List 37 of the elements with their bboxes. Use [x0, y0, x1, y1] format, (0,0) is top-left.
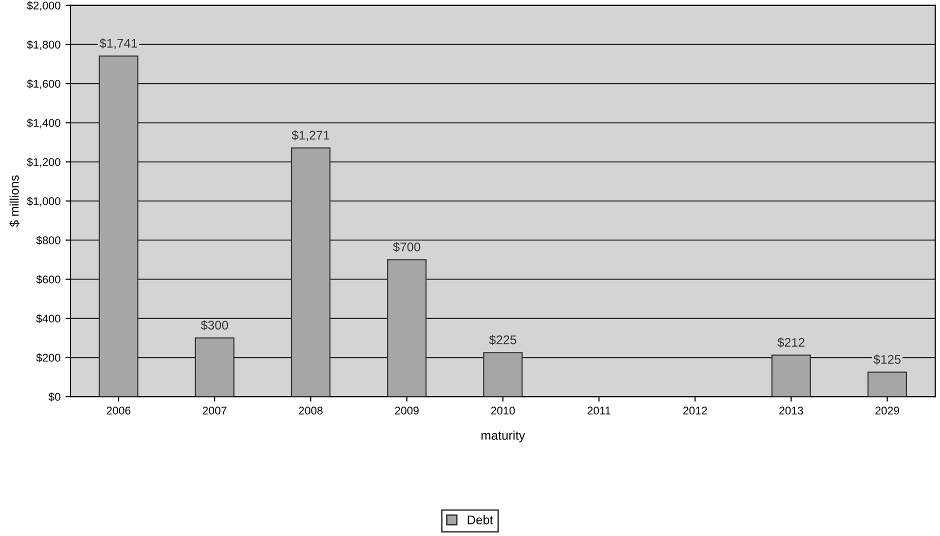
legend-label: Debt — [468, 515, 494, 524]
bar — [98, 55, 138, 397]
bar — [387, 259, 427, 397]
y-tick-label: $1,600 — [26, 79, 60, 90]
data-label: $225 — [489, 334, 516, 346]
bar — [867, 372, 908, 397]
x-tick-label: 2008 — [298, 406, 323, 415]
x-tick-label: 2012 — [683, 406, 707, 415]
bar — [290, 147, 330, 397]
y-tick-label: $0 — [48, 392, 60, 402]
data-label: $300 — [200, 320, 228, 330]
y-tick-label: $600 — [36, 275, 60, 284]
data-label: $125 — [873, 354, 901, 365]
x-tick-label: 2010 — [491, 406, 515, 415]
data-label: $1,271 — [292, 130, 330, 142]
x-tick-label: 2011 — [588, 406, 610, 415]
x-tick-label: 2029 — [875, 406, 900, 415]
x-tick-label: 2007 — [202, 406, 226, 415]
bar — [771, 354, 811, 397]
x-tick-label: 2009 — [395, 406, 419, 415]
bar — [483, 352, 523, 397]
data-label: $212 — [777, 337, 804, 348]
y-tick-label: $1,800 — [26, 40, 60, 50]
data-label: $1,741 — [100, 38, 138, 50]
x-tick-label: 2006 — [106, 406, 130, 415]
y-tick-label: $2,000 — [26, 1, 60, 11]
y-tick-label: $400 — [36, 314, 60, 324]
y-tick-label: $1,400 — [26, 118, 60, 128]
y-tick-label: $1,200 — [26, 158, 60, 168]
x-tick-label: 2013 — [779, 406, 804, 415]
y-tick-label: $1,000 — [26, 196, 60, 206]
data-label: $700 — [393, 242, 420, 252]
y-tick-label: $800 — [36, 236, 60, 245]
y-tick-label: $200 — [36, 353, 60, 362]
y-axis-title: $ millions — [9, 175, 20, 227]
x-axis-title: maturity — [482, 430, 526, 442]
bar — [194, 337, 234, 397]
